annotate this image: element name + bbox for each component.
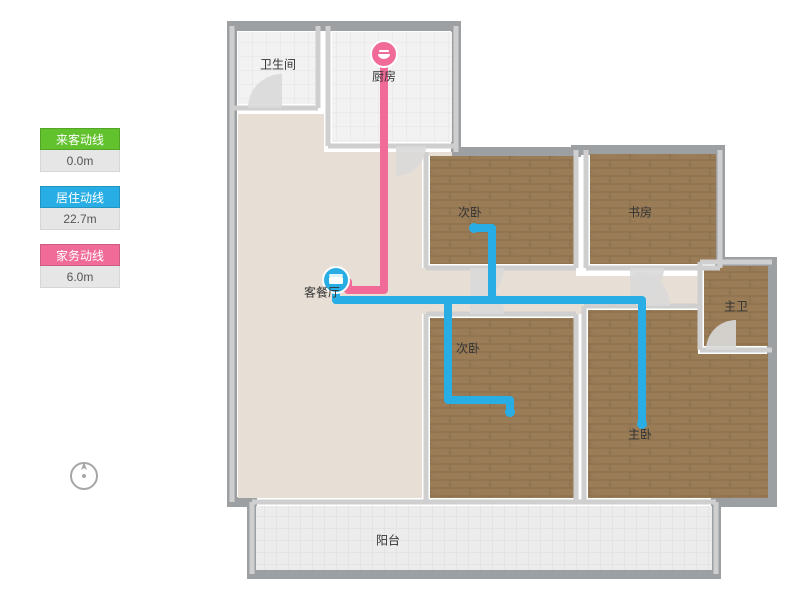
flow-live-end: [505, 407, 515, 417]
flow-live-end: [469, 223, 479, 233]
living-flow-icon-glyph: [329, 277, 343, 284]
legend-value: 0.0m: [40, 150, 120, 172]
legend-1: 居住动线22.7m: [40, 186, 120, 230]
legend-value: 6.0m: [40, 266, 120, 288]
room-bed2a: [430, 156, 574, 264]
flow-live-end: [637, 419, 647, 429]
living-flow-icon-glyph: [329, 274, 343, 277]
room-study: [590, 154, 716, 264]
legend-2: 家务动线6.0m: [40, 244, 120, 288]
legend-tag: 来客动线: [40, 128, 120, 150]
legend-tag: 居住动线: [40, 186, 120, 208]
legend-value: 22.7m: [40, 208, 120, 230]
room-balcony: [256, 506, 712, 570]
legend-tag: 家务动线: [40, 244, 120, 266]
legend-0: 来客动线0.0m: [40, 128, 120, 172]
kitchen-flow-icon-glyph: [379, 50, 389, 52]
compass-icon: [68, 460, 100, 492]
floor-plan: [0, 0, 800, 600]
